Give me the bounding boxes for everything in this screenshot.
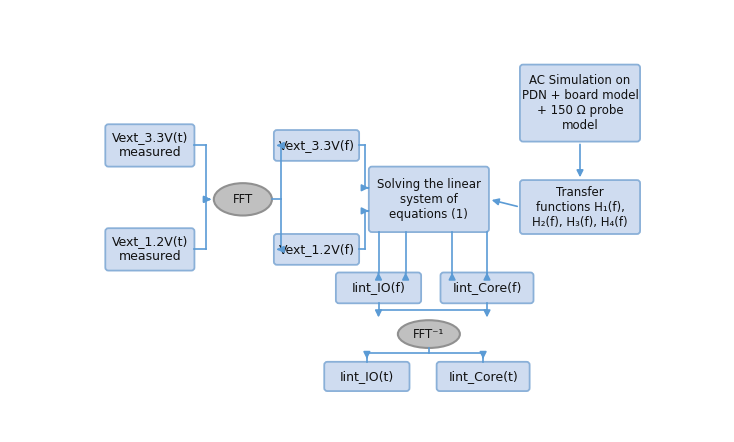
FancyBboxPatch shape bbox=[274, 130, 359, 161]
FancyBboxPatch shape bbox=[324, 362, 410, 391]
FancyBboxPatch shape bbox=[520, 65, 640, 141]
Ellipse shape bbox=[214, 183, 272, 216]
Text: Vext_1.2V(f): Vext_1.2V(f) bbox=[278, 243, 355, 256]
Text: Iint_Core(f): Iint_Core(f) bbox=[452, 282, 522, 294]
Text: Vext_3.3V(f): Vext_3.3V(f) bbox=[278, 139, 355, 152]
FancyBboxPatch shape bbox=[520, 180, 640, 234]
FancyBboxPatch shape bbox=[440, 272, 534, 303]
Text: Iint_IO(t): Iint_IO(t) bbox=[340, 370, 394, 383]
FancyBboxPatch shape bbox=[274, 234, 359, 265]
Ellipse shape bbox=[398, 320, 460, 348]
FancyBboxPatch shape bbox=[105, 124, 195, 167]
Text: Vext_1.2V(t)
measured: Vext_1.2V(t) measured bbox=[112, 236, 188, 263]
FancyBboxPatch shape bbox=[336, 272, 421, 303]
Text: FFT: FFT bbox=[233, 193, 253, 206]
FancyBboxPatch shape bbox=[105, 228, 195, 271]
Text: Iint_IO(f): Iint_IO(f) bbox=[352, 282, 405, 294]
Text: AC Simulation on
PDN + board model
+ 150 Ω probe
model: AC Simulation on PDN + board model + 150… bbox=[522, 74, 639, 132]
FancyBboxPatch shape bbox=[368, 167, 489, 232]
FancyBboxPatch shape bbox=[437, 362, 530, 391]
Text: Vext_3.3V(t)
measured: Vext_3.3V(t) measured bbox=[112, 131, 188, 160]
Text: FFT⁻¹: FFT⁻¹ bbox=[413, 328, 445, 341]
Text: Solving the linear
system of
equations (1): Solving the linear system of equations (… bbox=[377, 178, 481, 221]
Text: Iint_Core(t): Iint_Core(t) bbox=[448, 370, 518, 383]
Text: Transfer
functions H₁(f),
H₂(f), H₃(f), H₄(f): Transfer functions H₁(f), H₂(f), H₃(f), … bbox=[532, 186, 628, 229]
